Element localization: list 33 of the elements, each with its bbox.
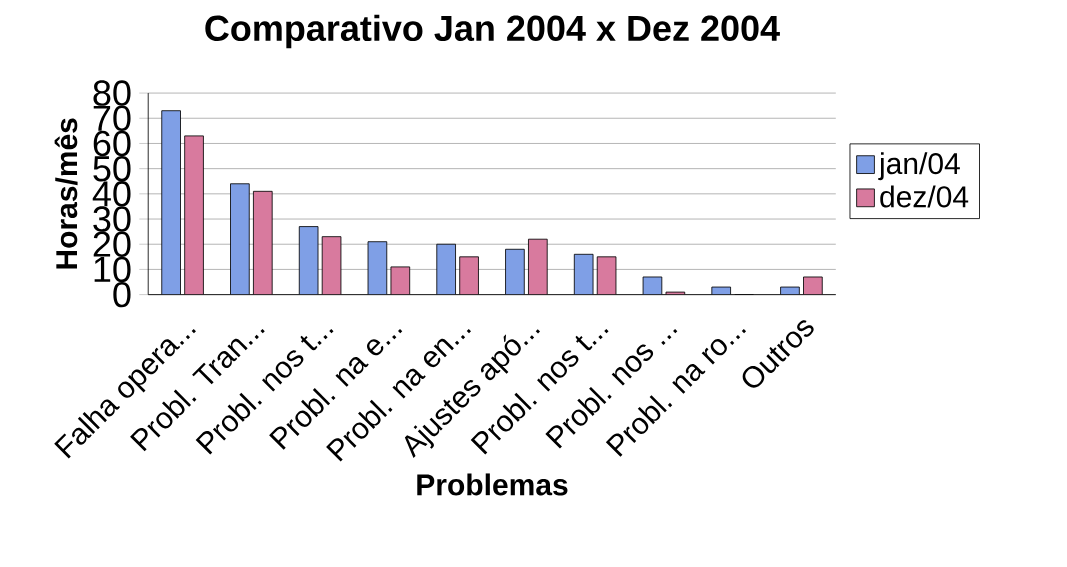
legend-label: jan/04	[878, 152, 960, 181]
bar	[298, 226, 319, 295]
bar	[184, 135, 204, 295]
bar	[528, 238, 548, 295]
y-tick-label: 30	[93, 206, 131, 232]
bar	[367, 241, 388, 295]
bar	[780, 286, 800, 295]
y-tick-label: 10	[94, 256, 131, 283]
legend-label: dez/04	[880, 185, 969, 208]
bar	[230, 183, 250, 295]
y-tick-label: 0	[113, 281, 131, 308]
bar	[436, 243, 456, 295]
bar	[665, 291, 686, 295]
bar	[573, 253, 594, 295]
y-tick-label: 70	[93, 105, 131, 131]
y-tick-label: 80	[93, 80, 131, 106]
y-tick-label: 60	[93, 130, 131, 157]
chart-title: Comparativo Jan 2004 x Dez 2004	[205, 14, 780, 49]
bar	[459, 256, 479, 295]
y-tick-label: 40	[92, 180, 131, 207]
bar	[803, 276, 823, 295]
bar	[505, 248, 525, 295]
x-axis-title: Problemas	[417, 473, 568, 496]
bar	[321, 236, 342, 295]
bar	[711, 286, 731, 295]
bar	[253, 190, 273, 295]
bar	[161, 110, 181, 295]
y-axis-title: Horas/mês	[54, 118, 78, 269]
y-tick-label: 50	[93, 155, 131, 182]
y-tick-label: 20	[93, 231, 131, 257]
bar	[390, 266, 411, 295]
bar	[596, 256, 617, 295]
bar	[642, 276, 663, 295]
